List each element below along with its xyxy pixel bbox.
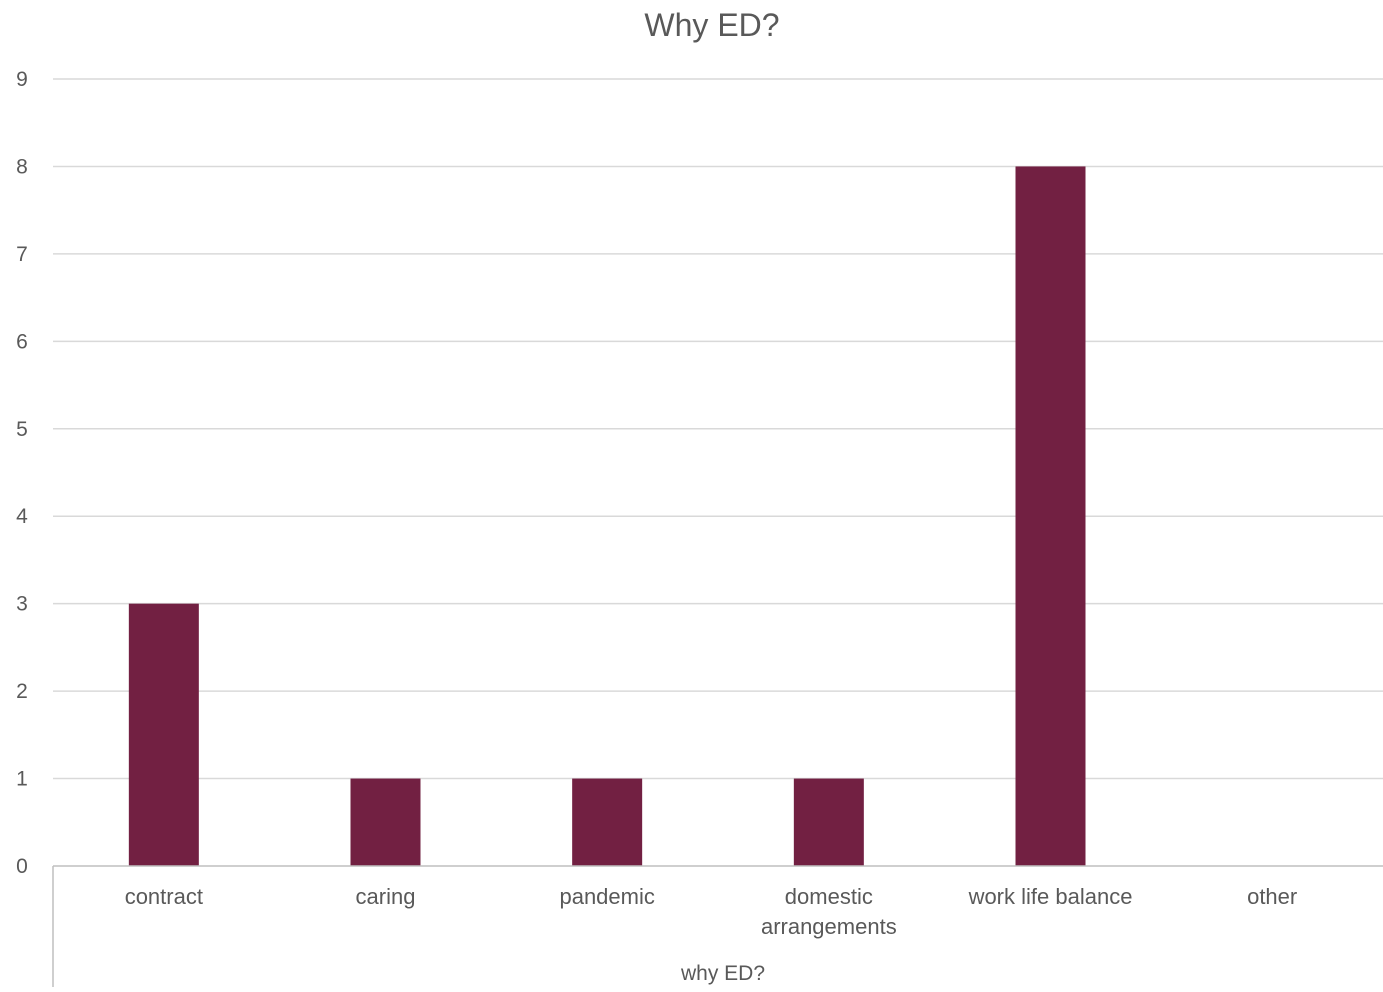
gridlines xyxy=(53,78,1383,780)
y-tick-label: 1 xyxy=(16,768,28,791)
x-axis-title: why ED? xyxy=(680,962,765,985)
y-tick-label: 0 xyxy=(16,855,28,878)
y-tick-label: 3 xyxy=(16,593,28,616)
x-category-label: domestic arrangements xyxy=(761,884,897,939)
axes xyxy=(52,865,1383,987)
x-category-label-line: pandemic xyxy=(559,884,654,909)
y-tick-label: 5 xyxy=(16,418,28,441)
x-category-label: pandemic xyxy=(559,884,654,909)
y-tick-label: 7 xyxy=(16,243,28,266)
x-category-label-line: contract xyxy=(125,884,203,909)
x-category-label-line: caring xyxy=(356,884,416,909)
y-axis-ticks: 0 1 2 3 4 5 6 7 8 9 xyxy=(16,68,28,878)
x-category-label: other xyxy=(1247,884,1297,909)
y-tick-label: 2 xyxy=(16,680,28,703)
bar xyxy=(350,778,421,866)
x-category-label-line: work life balance xyxy=(968,884,1133,909)
x-category-label: caring xyxy=(356,884,416,909)
x-category-label-line: arrangements xyxy=(761,914,897,939)
bars xyxy=(128,166,1086,866)
chart-title: Why ED? xyxy=(644,7,779,43)
y-tick-label: 4 xyxy=(16,505,28,528)
bar xyxy=(572,778,643,866)
bar xyxy=(1015,166,1086,866)
y-tick-label: 6 xyxy=(16,330,28,353)
x-category-label: contract xyxy=(125,884,203,909)
x-category-label-line: other xyxy=(1247,884,1297,909)
x-category-label-line: domestic xyxy=(785,884,873,909)
bar xyxy=(128,603,199,866)
x-axis-categories: contract caring pandemic domestic arrangemen… xyxy=(125,884,1298,939)
y-tick-label: 8 xyxy=(16,155,28,178)
x-category-label: work life balance xyxy=(968,884,1133,909)
bar xyxy=(793,778,864,866)
y-tick-label: 9 xyxy=(16,68,28,91)
